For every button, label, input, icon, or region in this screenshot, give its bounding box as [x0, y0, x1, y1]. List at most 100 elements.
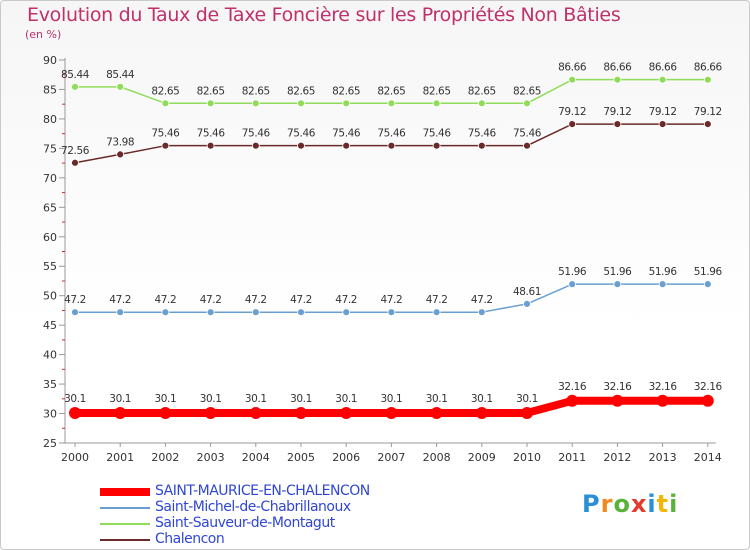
data-label: 32.16 [694, 381, 723, 393]
x-tick-label: 2013 [649, 451, 677, 464]
data-label: 30.1 [109, 393, 131, 405]
data-label: 47.2 [290, 294, 312, 306]
legend-swatch [100, 539, 150, 541]
data-point [114, 406, 127, 419]
data-point [161, 141, 170, 150]
data-label: 82.65 [197, 85, 225, 97]
data-label: 30.1 [290, 393, 312, 405]
data-label: 72.56 [61, 145, 90, 157]
data-point [251, 141, 260, 150]
data-point [523, 99, 531, 108]
data-point [432, 308, 441, 317]
data-point [206, 308, 215, 317]
data-point [703, 75, 712, 84]
data-point [656, 394, 669, 407]
data-label: 47.2 [471, 294, 493, 306]
data-label: 51.96 [694, 266, 723, 278]
y-tick-label: 65 [43, 201, 57, 214]
data-point [477, 99, 486, 108]
y-tick-label: 90 [43, 54, 57, 67]
x-tick-label: 2007 [377, 451, 405, 464]
data-point [703, 280, 712, 289]
x-tick-label: 2008 [423, 451, 451, 464]
data-point [340, 406, 353, 419]
y-tick-label: 55 [43, 260, 57, 273]
y-tick-label: 35 [43, 378, 57, 391]
data-label: 47.2 [200, 294, 222, 306]
data-point [204, 406, 217, 419]
y-tick-label: 45 [43, 319, 57, 332]
data-label: 86.66 [694, 62, 723, 74]
data-label: 73.98 [106, 136, 134, 148]
data-label: 82.65 [513, 85, 541, 97]
data-point [295, 406, 307, 419]
x-tick-label: 2000 [61, 451, 89, 464]
data-label: 79.12 [694, 106, 722, 118]
data-point [116, 82, 125, 91]
data-point [658, 75, 667, 84]
data-point [297, 141, 305, 150]
y-tick-label: 40 [43, 349, 57, 362]
data-point [523, 299, 531, 308]
data-label: 75.46 [287, 128, 316, 140]
data-point [251, 99, 260, 108]
data-label: 47.2 [109, 294, 131, 306]
data-point [568, 280, 577, 289]
data-point [342, 308, 351, 317]
data-point [387, 308, 396, 317]
legend-swatch [100, 488, 150, 496]
data-point [475, 406, 488, 419]
legend-label: Saint-Sauveur-de-Montagut [155, 515, 335, 531]
y-tick-label: 80 [43, 113, 57, 126]
data-label: 32.16 [649, 381, 678, 393]
legend-label: Chalencon [155, 531, 225, 547]
data-point [71, 158, 79, 167]
data-label: 30.1 [155, 393, 177, 405]
data-label: 85.44 [106, 69, 135, 81]
data-point [568, 75, 577, 84]
data-label: 32.16 [558, 381, 587, 393]
legend-item: Saint-Sauveur-de-Montagut [100, 515, 460, 532]
data-label: 30.1 [426, 393, 448, 405]
x-tick-label: 2004 [242, 451, 270, 464]
data-point [161, 99, 170, 108]
data-point [523, 141, 531, 150]
data-point [161, 308, 170, 317]
data-point [430, 406, 443, 419]
data-label: 82.65 [332, 85, 360, 97]
data-point [249, 406, 262, 419]
data-point [251, 308, 260, 317]
legend: SAINT-MAURICE-EN-CHALENCON Saint-Michel-d… [100, 483, 460, 548]
data-point [342, 141, 351, 150]
legend-item: SAINT-MAURICE-EN-CHALENCON [100, 483, 460, 500]
data-point [116, 308, 125, 317]
data-point [385, 406, 398, 419]
legend-swatch [100, 523, 150, 525]
data-label: 30.1 [245, 393, 267, 405]
data-label: 75.46 [332, 128, 361, 140]
unit-label: (en %) [25, 28, 62, 41]
data-label: 75.46 [468, 128, 497, 140]
data-point [387, 141, 396, 150]
x-tick-label: 2006 [332, 451, 360, 464]
data-label: 82.65 [468, 85, 496, 97]
data-label: 30.1 [64, 393, 86, 405]
data-point [206, 141, 215, 150]
x-tick-label: 2010 [513, 451, 541, 464]
data-label: 85.44 [61, 69, 90, 81]
data-point [71, 82, 79, 91]
data-label: 47.2 [335, 294, 357, 306]
data-point [613, 120, 622, 129]
data-label: 47.2 [155, 294, 177, 306]
data-point [477, 308, 486, 317]
data-label: 82.65 [242, 85, 270, 97]
data-label: 79.12 [558, 106, 586, 118]
data-label: 51.96 [649, 266, 678, 278]
data-point [566, 394, 579, 407]
x-tick-label: 2003 [197, 451, 225, 464]
data-label: 51.96 [558, 266, 587, 278]
data-label: 86.66 [603, 62, 632, 74]
data-point [432, 99, 441, 108]
data-label: 82.65 [377, 85, 405, 97]
